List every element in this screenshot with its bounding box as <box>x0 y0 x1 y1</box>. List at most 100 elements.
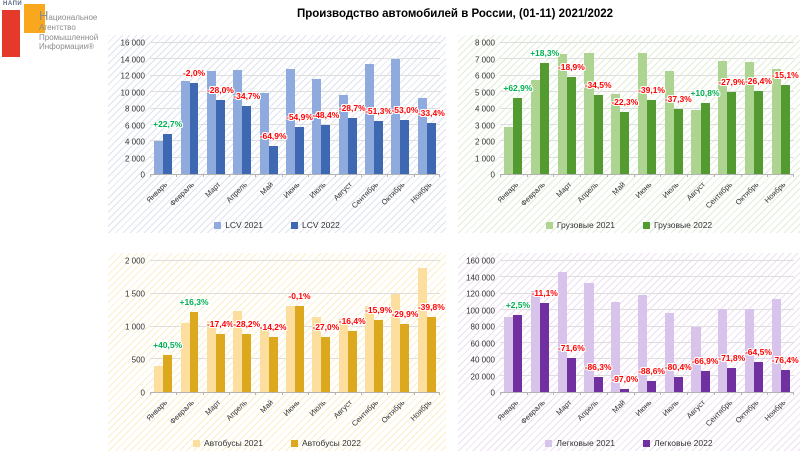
bar-2021 <box>286 306 295 392</box>
percent-change-label: -15,1% <box>771 70 799 81</box>
month-label: Февраль <box>518 398 547 426</box>
month-label: Июнь <box>633 398 654 418</box>
bar-2022 <box>347 331 357 392</box>
axis-tick <box>767 174 769 177</box>
bar-2022 <box>189 83 199 174</box>
bar-group <box>714 43 741 174</box>
legend-label: Легковые 2021 <box>556 438 615 448</box>
bar-group <box>634 43 661 174</box>
gridline <box>500 292 794 294</box>
bar-2022 <box>753 362 764 392</box>
bar-2022 <box>753 91 764 174</box>
axis-tick <box>580 392 582 395</box>
legend-swatch-icon <box>545 439 553 447</box>
percent-change-label: -86,3% <box>584 362 612 373</box>
percent-change-label: +10,8% <box>690 88 720 99</box>
legend-label: Автобусы 2022 <box>302 438 361 448</box>
percent-change-label: -88,6% <box>638 365 665 376</box>
legend-swatch-icon <box>643 439 650 447</box>
bar-2021 <box>365 306 375 392</box>
month-label: Октябрь <box>379 180 407 207</box>
percent-change-label: +22,7% <box>153 118 183 129</box>
month-label: Март <box>554 180 574 200</box>
logo-red-square-icon <box>2 10 20 57</box>
y-axis: 0 500 1 000 1 500 2 000 <box>108 257 147 398</box>
bar-2022 <box>242 333 252 392</box>
x-axis-labels: Январь Февраль Март Апрель Май Июнь Июль Август… <box>495 177 794 219</box>
y-tick-label: 20 000 <box>470 372 495 381</box>
legend-label: Грузовые 2021 <box>556 220 615 230</box>
axis-tick <box>580 174 582 177</box>
axis-tick <box>767 392 769 395</box>
bar-2022 <box>727 92 737 174</box>
bar-group <box>634 261 661 392</box>
axis-tick <box>713 392 715 395</box>
month-label: Январь <box>145 398 170 423</box>
gridline <box>150 107 440 109</box>
axis-tick <box>150 174 151 177</box>
gridline <box>150 91 440 93</box>
percent-change-label: -37,3% <box>664 94 692 105</box>
percent-change-label: -27,9% <box>718 77 746 88</box>
axis-tick <box>633 174 635 177</box>
legend-label: LCV 2022 <box>302 220 340 230</box>
bar-2021 <box>611 93 621 174</box>
axis-tick <box>606 392 608 395</box>
bar-2022 <box>268 336 278 392</box>
axis-tick <box>334 392 336 395</box>
axis-tick <box>387 392 389 395</box>
axis-tick <box>387 174 389 177</box>
bar-2021 <box>312 316 322 392</box>
logo-line: Национальное <box>39 8 98 23</box>
bar-2022 <box>400 323 410 392</box>
bar-2021 <box>584 52 594 174</box>
month-label: Сентябрь <box>350 398 381 429</box>
y-axis: 0 1 000 2 000 3 000 4 000 5 000 6 000 7 000 8 00… <box>458 39 497 180</box>
y-tick-label: 0 <box>490 170 495 180</box>
percent-change-label: -33,4% <box>417 108 445 119</box>
legend-item: LCV 2021 <box>214 220 263 230</box>
bar-group <box>203 43 229 174</box>
percent-change-label: -2,0% <box>182 68 206 79</box>
bar-2022 <box>294 126 304 174</box>
bar-2021 <box>557 54 567 174</box>
gridline <box>500 260 794 261</box>
month-label: Август <box>331 180 355 203</box>
bar-2021 <box>180 323 190 392</box>
chart-panel-trucks: 0 1 000 2 000 3 000 4 000 5 000 6 000 7 000 8 00… <box>458 35 800 233</box>
axis-tick <box>553 392 555 395</box>
percent-change-label: -71,6% <box>557 342 585 353</box>
bar-2022 <box>780 85 790 174</box>
bar-2022 <box>268 145 278 174</box>
percent-change-label: -27,0% <box>312 321 340 332</box>
bar-2022 <box>400 120 410 174</box>
bar-group <box>553 261 580 392</box>
axis-tick <box>526 174 528 177</box>
percent-change-label: +40,5% <box>153 340 183 351</box>
chart-panel-passenger-cars: 0 20 000 40 000 60 000 80 000 100 000 120 000 1… <box>458 253 800 451</box>
month-label: Февраль <box>167 398 196 426</box>
percent-change-label: -39,8% <box>417 302 445 313</box>
month-label: Ноябрь <box>408 398 434 423</box>
bar-2022 <box>780 370 790 392</box>
legend-swatch-icon <box>545 221 553 229</box>
legend-item: Автобусы 2021 <box>193 438 263 448</box>
month-label: Май <box>609 398 627 415</box>
percent-change-label: -51,3% <box>365 105 393 116</box>
napi-logo: НАПИ Национальное Агентство Промышленной… <box>2 1 106 71</box>
bar-group <box>203 261 229 392</box>
axis-tick <box>413 174 415 177</box>
plot-area: +40,5% +16,3% -17,4% -28,2% -14,2% -0,1% -27,0… <box>150 260 445 395</box>
percent-change-label: -11,1% <box>531 287 558 298</box>
axis-tick <box>281 392 283 395</box>
bar-group <box>660 43 687 174</box>
y-tick-label: 40 000 <box>470 355 495 365</box>
axis-tick <box>439 174 440 177</box>
bar-2022 <box>163 355 173 392</box>
y-tick-label: 8 000 <box>474 38 495 48</box>
axis-tick <box>500 392 501 395</box>
axis-tick <box>660 392 662 395</box>
bar-2022 <box>321 336 331 392</box>
bar-groups <box>150 43 440 174</box>
axis-tick <box>255 392 257 395</box>
